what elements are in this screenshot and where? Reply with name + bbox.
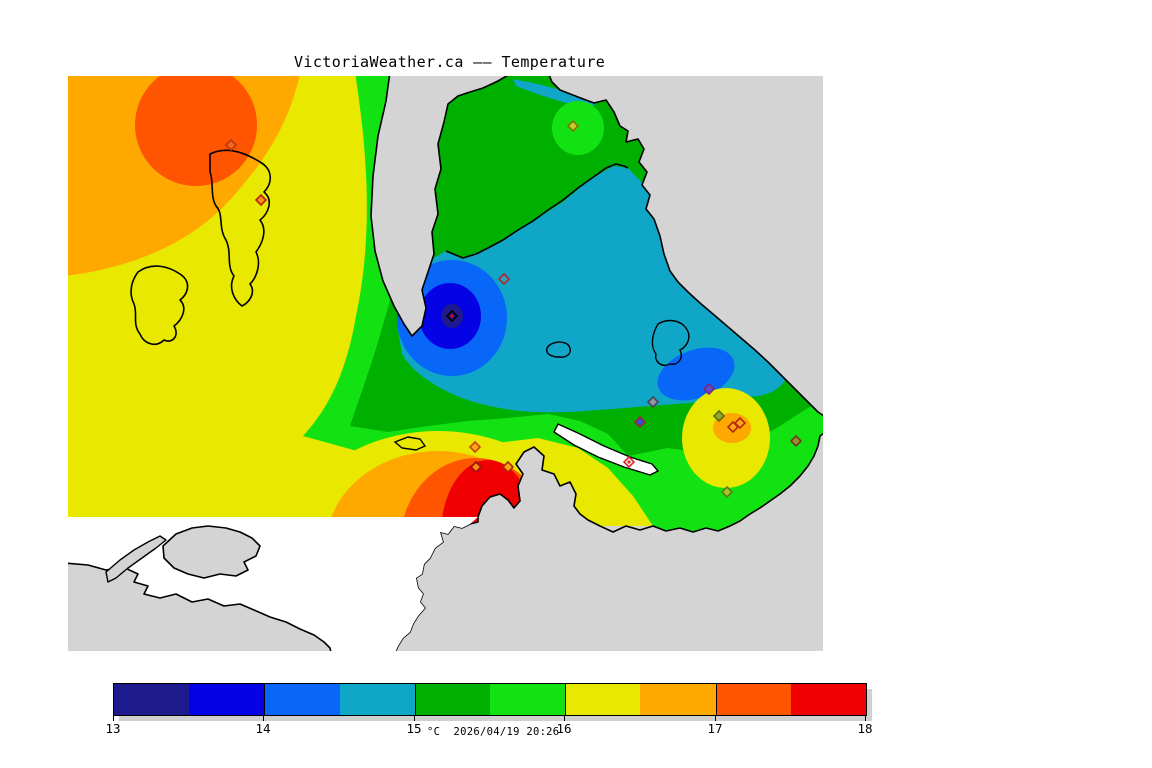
- station-marker-diamond: [566, 119, 580, 133]
- colorbar-divider: [414, 684, 416, 715]
- colorbar-caption: °C 2026/04/19 20:26: [427, 726, 560, 738]
- colorbar-segment: [414, 684, 491, 715]
- gray-land-east: [394, 432, 823, 651]
- coastline-near-warmspot: [393, 436, 427, 451]
- station-marker-diamond: [254, 193, 268, 207]
- colorbar-tick: [865, 715, 866, 721]
- colorbar-segment: [715, 684, 791, 715]
- colorbar-tick: [564, 715, 565, 721]
- island-outline-small-1: [545, 341, 571, 358]
- colorbar-segment: [189, 684, 265, 715]
- station-marker-diamond: [733, 416, 747, 430]
- station-marker-diamond: [646, 395, 660, 409]
- station-marker-diamond: [712, 409, 726, 423]
- station-marker-diamond: [469, 460, 483, 474]
- station-marker-diamond: [702, 382, 716, 396]
- colorbar-tick-label: 14: [255, 721, 271, 736]
- colorbar-segment: [490, 684, 566, 715]
- colorbar-tick: [113, 715, 114, 721]
- colorbar-tick-label: 17: [707, 721, 723, 736]
- coastline-landmass-south: [445, 163, 629, 259]
- contour-dodger-lobe-east: [657, 347, 735, 401]
- colorbar-divider: [715, 684, 717, 715]
- island-outline-small-2: [651, 319, 690, 366]
- colorbar-segment: [565, 684, 641, 715]
- colorbar-tick-label: 16: [556, 721, 572, 736]
- contour-orangered-hotspot-nw: [135, 76, 257, 186]
- colorbar-tick: [263, 715, 264, 721]
- island-large: [162, 525, 261, 579]
- colorbar-divider: [264, 684, 266, 715]
- colorbar-tick-label: 13: [105, 721, 121, 736]
- colorbar-tick: [715, 715, 716, 721]
- station-marker-diamond: [633, 415, 647, 429]
- colorbar-tick: [414, 715, 415, 721]
- page-title: VictoriaWeather.ca —— Temperature: [294, 53, 606, 71]
- station-marker-diamond: [789, 434, 803, 448]
- station-marker-diamond: [468, 440, 482, 454]
- land-olympic-peninsula: [68, 562, 332, 651]
- colorbar-tick-label: 18: [857, 721, 873, 736]
- inlet-gray-strait: [370, 76, 509, 337]
- contour-brightgreen-blob-north: [552, 101, 604, 155]
- station-marker-core: [450, 314, 454, 318]
- colorbar-segment: [339, 684, 415, 715]
- temperature-map: [68, 76, 823, 651]
- station-marker-diamond: [224, 138, 238, 152]
- station-marker-diamond: [501, 460, 515, 474]
- colorbar: [113, 683, 867, 716]
- island-sliver: [105, 535, 167, 583]
- colorbar-segment: [114, 684, 190, 715]
- colorbar-segment: [790, 684, 867, 715]
- colorbar-divider: [565, 684, 567, 715]
- coastline-northwest-1: [209, 149, 272, 307]
- colorbar-segment: [264, 684, 340, 715]
- station-markers: [224, 119, 803, 499]
- station-marker-core: [627, 460, 631, 464]
- coastline-northwest-2: [130, 265, 189, 346]
- colorbar-scale: 13 14 15 16 17 18: [105, 715, 873, 739]
- station-marker-diamond: [497, 272, 511, 286]
- gray-water-northeast: [548, 76, 823, 417]
- colorbar-segment: [640, 684, 716, 715]
- colorbar-tick-label: 15: [406, 721, 422, 736]
- station-marker-diamond: [720, 485, 734, 499]
